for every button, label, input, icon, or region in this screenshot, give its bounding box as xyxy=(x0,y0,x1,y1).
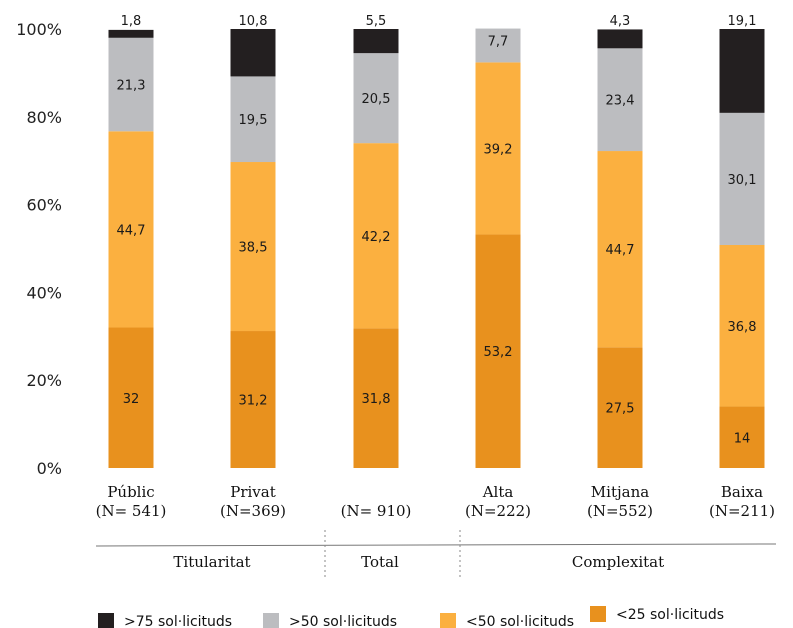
y-tick-label: 100% xyxy=(16,20,62,39)
legend-label: <25 sol·licituds xyxy=(616,607,724,623)
y-tick-label: 0% xyxy=(37,459,62,478)
data-label: 7,7 xyxy=(488,35,509,50)
bar-segment xyxy=(719,112,765,245)
y-tick-label: 20% xyxy=(26,371,62,390)
category-label: Baixa xyxy=(721,483,763,501)
legend-label: >75 sol·licituds xyxy=(124,614,232,628)
data-label: 14 xyxy=(734,431,751,446)
group-divider-line xyxy=(95,543,777,547)
category-count-label: (N=211) xyxy=(709,502,775,520)
data-label: 5,5 xyxy=(366,14,387,29)
category-label: Alta xyxy=(482,483,514,501)
bar-segment xyxy=(719,29,765,113)
legend-swatch xyxy=(590,606,606,622)
y-tick-label: 40% xyxy=(26,283,62,302)
data-label: 27,5 xyxy=(606,402,635,417)
bar-segment xyxy=(597,29,643,49)
category-count-label: (N= 910) xyxy=(341,502,412,520)
data-label: 31,2 xyxy=(239,394,268,409)
bar-segment xyxy=(353,143,399,329)
bar-segment xyxy=(108,29,154,38)
bar-segment xyxy=(108,131,154,328)
data-label: 30,1 xyxy=(728,173,757,188)
bar-segment xyxy=(353,53,399,144)
data-labels: 32 44,7 21,3 1,8 31,2 38,5 19,5 10,8 31,8 42,2 20,… xyxy=(117,14,757,446)
data-label: 10,8 xyxy=(239,14,268,29)
group-label: Complexitat xyxy=(572,553,664,571)
bar-segment xyxy=(475,234,521,468)
data-label: 44,7 xyxy=(117,223,146,238)
data-label: 32 xyxy=(123,392,140,407)
bar-segment xyxy=(108,327,154,468)
legend-label: <50 sol·licituds xyxy=(466,614,574,628)
data-label: 42,2 xyxy=(362,230,391,245)
category-count-label: (N= 541) xyxy=(96,502,167,520)
bar-segment xyxy=(230,29,276,77)
bar-segment xyxy=(475,28,521,63)
bar-segment xyxy=(108,37,154,132)
legend-swatch xyxy=(98,613,114,628)
data-label: 19,1 xyxy=(728,14,757,29)
bar-segment xyxy=(719,244,765,407)
bar-segment xyxy=(597,48,643,152)
data-label: 36,8 xyxy=(728,320,757,335)
legend-swatch xyxy=(263,613,279,628)
group-label: Titularitat xyxy=(173,553,250,571)
data-label: 20,5 xyxy=(362,92,391,107)
category-groups: Titularitat Total Complexitat xyxy=(95,530,777,580)
data-label: 39,2 xyxy=(484,142,513,157)
bars xyxy=(108,28,765,468)
category-label: Mitjana xyxy=(591,483,649,501)
bar-segment xyxy=(597,347,643,468)
bar-segment xyxy=(597,151,643,348)
bar-segment xyxy=(719,406,765,468)
category-count-label: (N=222) xyxy=(465,502,531,520)
category-label: Públic xyxy=(107,483,154,501)
y-tick-label: 80% xyxy=(26,108,62,127)
category-count-label: (N=369) xyxy=(220,502,286,520)
data-label: 1,8 xyxy=(121,14,142,29)
bar-segment xyxy=(230,162,276,332)
data-label: 4,3 xyxy=(610,14,631,29)
data-label: 31,8 xyxy=(362,392,391,407)
x-axis: Públic(N= 541)Privat(N=369) (N= 910)Alta(… xyxy=(96,483,775,520)
data-label: 53,2 xyxy=(484,345,513,360)
data-label: 44,7 xyxy=(606,243,635,258)
legend-label: >50 sol·licituds xyxy=(289,614,397,628)
bar-segment xyxy=(353,328,399,468)
y-axis: 0% 20% 40% 60% 80% 100% xyxy=(16,20,62,478)
y-tick-label: 60% xyxy=(26,196,62,215)
bar-segment xyxy=(230,331,276,468)
category-label: Privat xyxy=(230,483,276,501)
data-label: 19,5 xyxy=(239,113,268,128)
data-label: 38,5 xyxy=(239,241,268,256)
bar-segment xyxy=(475,62,521,235)
bar-segment xyxy=(230,76,276,163)
bar-segment xyxy=(353,29,399,54)
group-label: Total xyxy=(361,553,399,571)
data-label: 23,4 xyxy=(606,94,635,109)
legend-swatch xyxy=(440,613,456,628)
data-label: 21,3 xyxy=(117,79,146,94)
category-count-label: (N=552) xyxy=(587,502,653,520)
legend: >75 sol·licituds >50 sol·licituds <50 sol·… xyxy=(98,606,724,628)
